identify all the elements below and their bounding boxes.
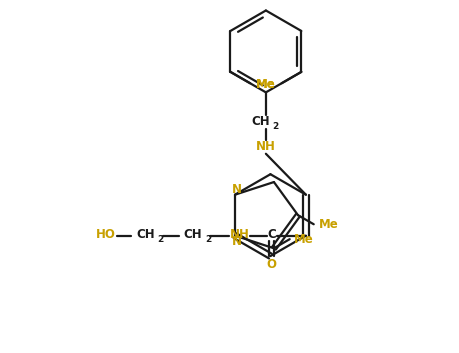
Text: NH: NH [230, 228, 250, 241]
Text: Me: Me [294, 233, 314, 246]
Text: O: O [267, 258, 277, 271]
Text: Me: Me [256, 78, 275, 91]
Text: N: N [232, 183, 242, 196]
Text: 2: 2 [157, 235, 163, 244]
Text: N: N [232, 235, 242, 247]
Text: Me: Me [319, 218, 338, 231]
Text: 2: 2 [205, 235, 211, 244]
Text: CH: CH [251, 115, 270, 128]
Text: CH: CH [184, 228, 202, 241]
Text: 2: 2 [272, 122, 279, 131]
Text: HO: HO [96, 228, 116, 241]
Text: NH: NH [256, 140, 276, 154]
Text: Me: Me [256, 78, 276, 91]
Text: C: C [268, 228, 276, 241]
Text: CH: CH [136, 228, 155, 241]
